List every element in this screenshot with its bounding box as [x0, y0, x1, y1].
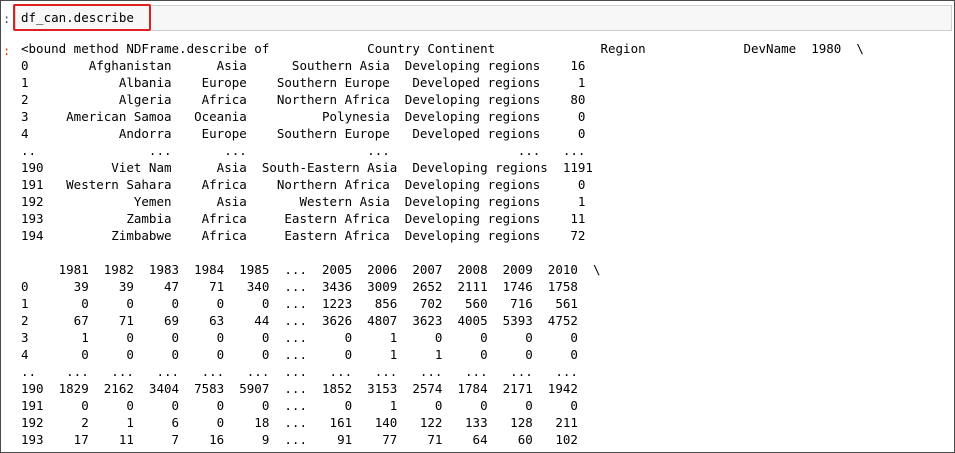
input-prompt: :: [3, 12, 11, 26]
output-line: 192 Yemen Asia Western Asia Developing r…: [21, 194, 586, 209]
output-line: 190 1829 2162 3404 7583 5907 ... 1852 31…: [21, 381, 578, 396]
output-line: 194 Zimbabwe Africa Eastern Africa Devel…: [21, 228, 586, 243]
input-cell: : df_can.describe: [1, 1, 954, 35]
output-line: 1981 1982 1983 1984 1985 ... 2005 2006 2…: [21, 262, 601, 277]
code-line[interactable]: df_can.describe: [21, 10, 134, 25]
output-line: 193 Zambia Africa Eastern Africa Develop…: [21, 211, 586, 226]
output-line: 2 67 71 69 63 44 ... 3626 4807 3623 4005…: [21, 313, 578, 328]
output-line: 193 17 11 7 16 9 ... 91 77 71 64 60 102: [21, 432, 578, 447]
output-area: <bound method NDFrame.describe of Countr…: [21, 40, 864, 448]
output-line: .. ... ... ... ... ...: [21, 143, 586, 158]
code-highlight-box: [13, 4, 151, 31]
output-line: [21, 244, 864, 261]
output-line: 3 American Samoa Oceania Polynesia Devel…: [21, 109, 586, 124]
output-prompt: :: [3, 44, 11, 58]
output-line: 4 Andorra Europe Southern Europe Develop…: [21, 126, 586, 141]
output-line: 0 Afghanistan Asia Southern Asia Develop…: [21, 58, 586, 73]
code-editor[interactable]: [15, 5, 952, 31]
output-line: <bound method NDFrame.describe of Countr…: [21, 41, 864, 56]
output-line: 192 2 1 6 0 18 ... 161 140 122 133 128 2…: [21, 415, 578, 430]
output-line: .. ... ... ... ... ... ... ... ... ... .…: [21, 364, 578, 379]
output-line: 0 39 39 47 71 340 ... 3436 3009 2652 211…: [21, 279, 578, 294]
output-line: 4 0 0 0 0 0 ... 0 1 1 0 0 0: [21, 347, 578, 362]
output-line: 191 Western Sahara Africa Northern Afric…: [21, 177, 586, 192]
output-line: 3 1 0 0 0 0 ... 0 1 0 0 0 0: [21, 330, 578, 345]
output-line: 190 Viet Nam Asia South-Eastern Asia Dev…: [21, 160, 593, 175]
output-line: 2 Algeria Africa Northern Africa Develop…: [21, 92, 586, 107]
output-line: 1 0 0 0 0 0 ... 1223 856 702 560 716 561: [21, 296, 578, 311]
output-line: 191 0 0 0 0 0 ... 0 1 0 0 0 0: [21, 398, 578, 413]
output-line: 1 Albania Europe Southern Europe Develop…: [21, 75, 586, 90]
